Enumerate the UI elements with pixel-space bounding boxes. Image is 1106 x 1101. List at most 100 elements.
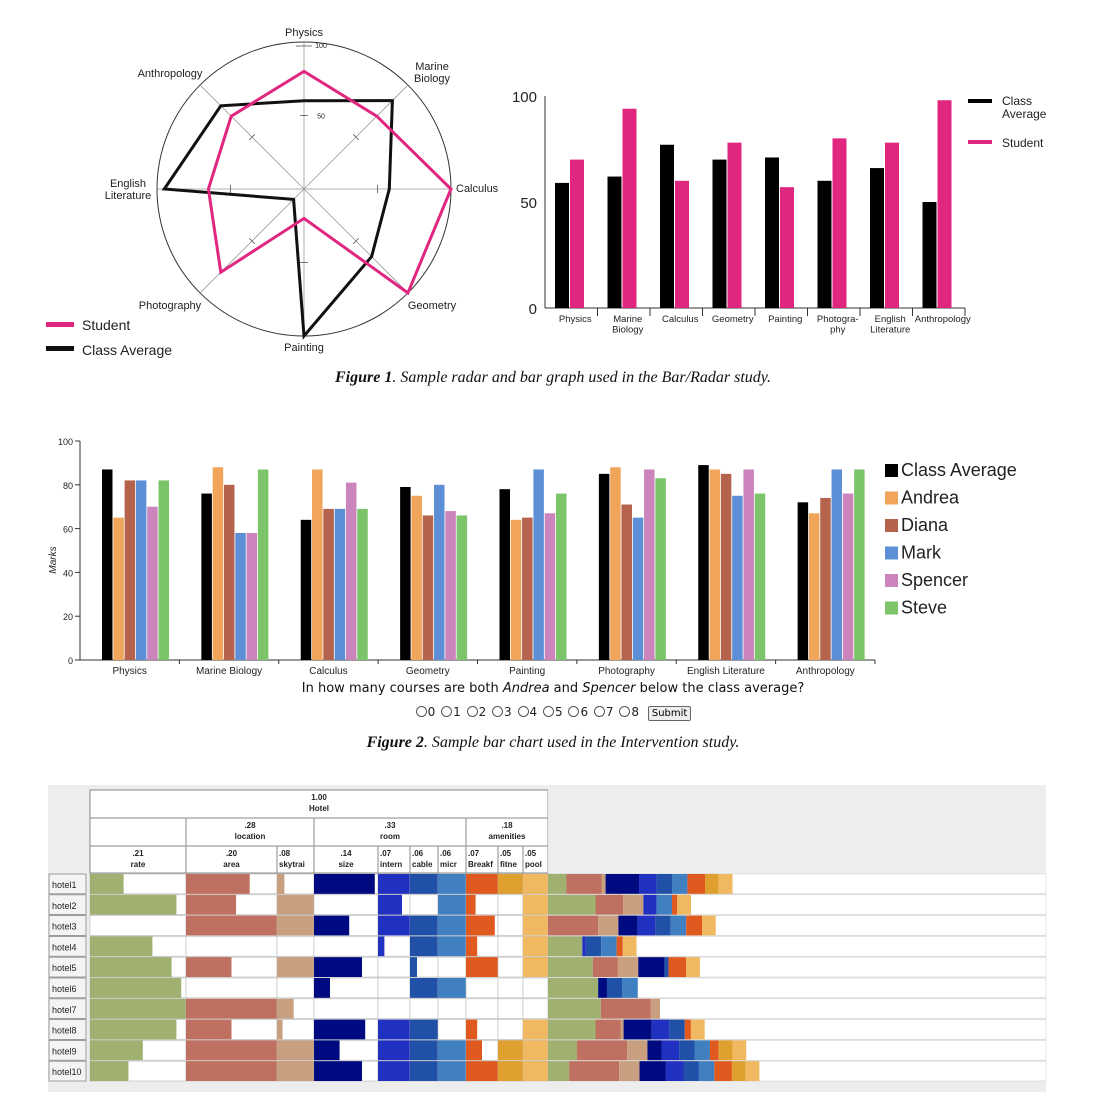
header-root-label: Hotel — [309, 804, 329, 813]
answer-option-label: 2 — [478, 705, 487, 719]
score-cell — [497, 915, 524, 936]
bar — [832, 138, 847, 308]
radio-button[interactable] — [517, 706, 529, 717]
score-cell — [409, 998, 439, 1019]
header-attribute — [377, 845, 411, 874]
hotel-row-label-box[interactable] — [48, 956, 87, 978]
legend-swatch — [885, 464, 898, 477]
hotel-row-label-box[interactable] — [48, 1019, 87, 1040]
header-attribute — [437, 845, 467, 874]
y-tick-label: 50 — [520, 195, 537, 212]
x-tick-label: Photogra-phy — [817, 314, 859, 335]
score-cell — [276, 977, 315, 999]
score-cell — [497, 956, 524, 978]
hotel-row-label-box[interactable] — [48, 977, 87, 999]
x-tick-label: Physics — [559, 314, 592, 325]
radio-button[interactable] — [593, 706, 605, 717]
legend-swatch — [885, 519, 898, 532]
header-root-weight: 1.00 — [311, 793, 327, 802]
bar — [727, 142, 742, 308]
figure2-caption: Figure 2. Sample bar chart used in the I… — [366, 734, 740, 751]
hotel-row-label-box[interactable] — [48, 998, 87, 1020]
stacked-segment — [600, 998, 651, 1019]
answer-option-6[interactable]: 6 — [568, 705, 588, 719]
answer-option-2[interactable]: 2 — [466, 705, 487, 719]
score-bar — [466, 936, 478, 957]
hotel-row-label: hotel9 — [52, 1046, 77, 1056]
hotel-row-label-box[interactable] — [48, 915, 87, 936]
hotel-row-label-box[interactable] — [48, 1039, 87, 1061]
bar — [808, 513, 820, 660]
bar — [622, 108, 637, 308]
stacked-segment — [694, 1040, 710, 1061]
header-group-weight: .33 — [384, 821, 396, 830]
radio-button[interactable] — [568, 706, 580, 717]
x-tick-label: Photography — [598, 666, 655, 677]
radio-button[interactable] — [542, 706, 554, 717]
hotel-row-label: hotel4 — [52, 942, 77, 952]
header-spacer — [89, 817, 187, 847]
radio-button[interactable] — [466, 706, 478, 717]
score-bar — [314, 957, 362, 977]
hotel-row-label-box[interactable] — [48, 873, 87, 895]
answer-option-0[interactable]: 0 — [415, 705, 435, 719]
hotel-row-label-box[interactable] — [48, 894, 87, 916]
score-bar — [378, 1019, 410, 1040]
bar — [102, 469, 113, 660]
bar — [870, 168, 884, 308]
header-attribute-label: rate — [131, 860, 146, 869]
score-bar — [90, 1040, 143, 1061]
stacked-segment — [618, 915, 638, 936]
radar-axis-label: Photography — [139, 300, 202, 312]
radio-button[interactable] — [619, 706, 631, 717]
answer-option-7[interactable]: 7 — [593, 705, 614, 719]
bar — [434, 484, 445, 660]
answer-option-3[interactable]: 3 — [492, 705, 512, 719]
legend-label: Diana — [901, 515, 949, 535]
bar — [135, 480, 147, 660]
radio-button[interactable] — [441, 706, 453, 717]
header-attribute-weight: .08 — [279, 849, 291, 858]
score-cell — [437, 956, 467, 978]
score-bar — [314, 1040, 340, 1061]
stacked-segment — [627, 1040, 648, 1061]
hotel-row-label: hotel8 — [52, 1026, 77, 1036]
y-tick-label: 40 — [63, 568, 73, 578]
legend-label: Spencer — [901, 570, 968, 590]
bar — [499, 489, 510, 660]
bar — [570, 159, 584, 308]
submit-button[interactable]: Submit — [647, 706, 692, 721]
score-bar — [378, 915, 410, 936]
answer-option-5[interactable]: 5 — [542, 705, 563, 719]
stacked-segment — [684, 1019, 691, 1040]
score-bar — [186, 1061, 277, 1081]
legend-swatch-student — [46, 322, 74, 327]
answer-option-4[interactable]: 4 — [517, 705, 537, 719]
stacked-segment — [592, 957, 618, 977]
score-cell — [185, 977, 278, 999]
bar — [780, 187, 794, 308]
radar-axis-label: Physics — [285, 27, 323, 39]
score-bar — [277, 1040, 314, 1061]
bar — [445, 511, 456, 660]
hotel-row-label-box[interactable] — [48, 935, 87, 957]
radar-tick — [248, 133, 256, 141]
header-attribute — [522, 845, 549, 874]
bar — [124, 480, 136, 660]
header-attribute-label: area — [223, 860, 240, 869]
bar — [660, 144, 674, 308]
stacked-segment — [605, 874, 640, 894]
score-bar — [523, 957, 548, 977]
bar — [644, 469, 655, 660]
answer-option-1[interactable]: 1 — [441, 705, 461, 719]
bar — [235, 532, 246, 660]
radio-button[interactable] — [415, 706, 427, 717]
score-cell — [313, 998, 379, 1019]
answer-option-8[interactable]: 8 — [619, 705, 639, 719]
header-attribute-weight: .20 — [226, 849, 238, 858]
radio-button[interactable] — [492, 706, 504, 717]
quiz-question: In how many courses are both Andrea and … — [301, 681, 805, 696]
header-group-label: location — [235, 832, 266, 841]
hotel-row-label-box[interactable] — [48, 1060, 87, 1082]
header-attribute-label: size — [338, 860, 354, 869]
